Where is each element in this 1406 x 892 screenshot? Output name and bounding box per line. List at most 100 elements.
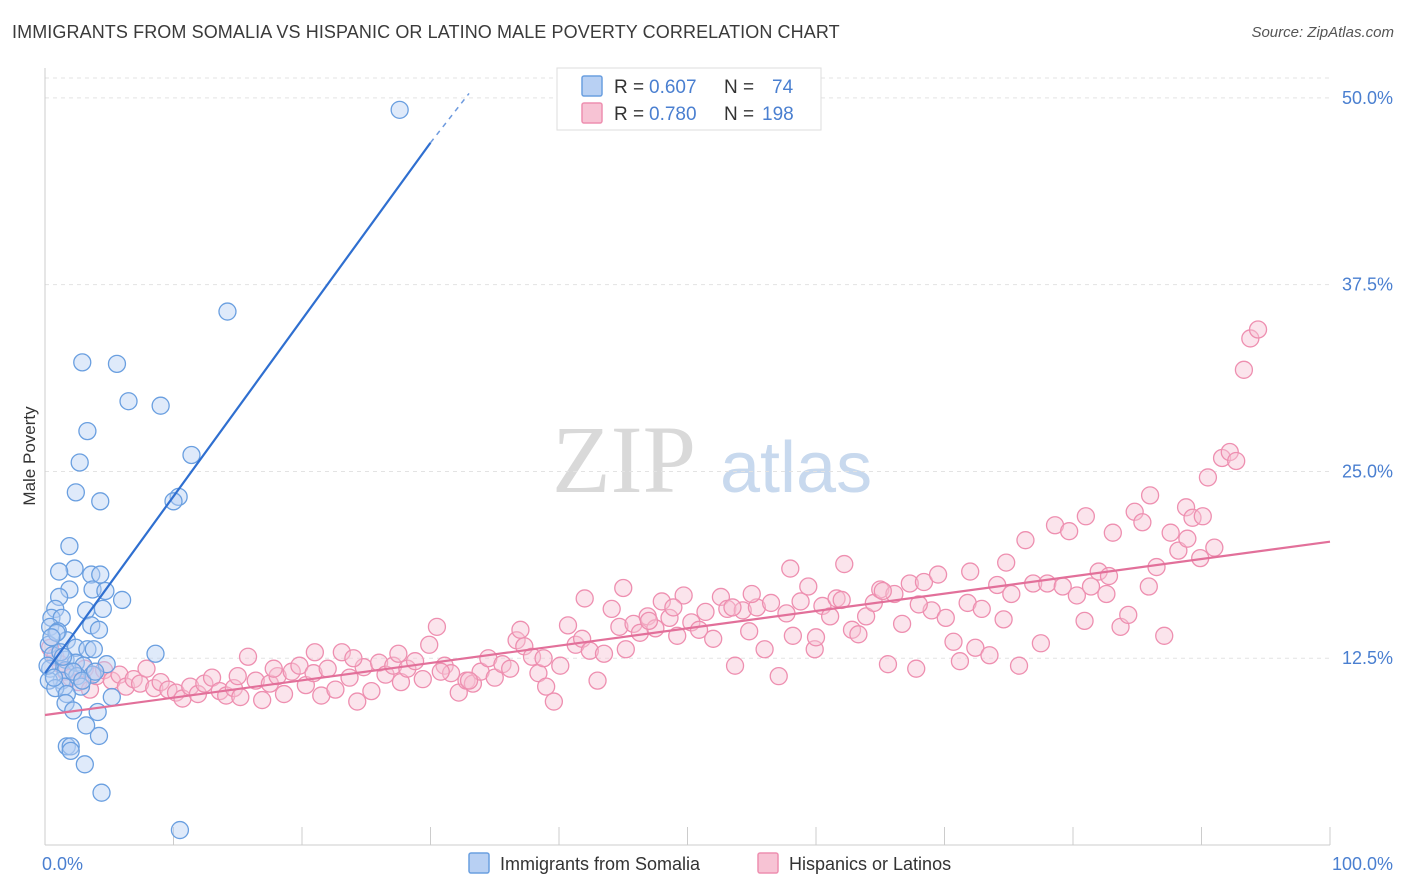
hispanic-point <box>137 659 156 678</box>
hispanic-point <box>420 635 439 654</box>
somalia-point <box>164 492 183 511</box>
y-tick-label: 37.5% <box>1342 275 1393 295</box>
y-tick-label: 50.0% <box>1342 88 1393 108</box>
trend-line-somalia <box>44 142 432 674</box>
hispanic-point <box>972 599 991 619</box>
watermark-zip: ZIP <box>552 406 696 513</box>
hispanic-point <box>534 649 553 668</box>
bottom-legend-swatch-somalia <box>468 852 490 874</box>
hispanic-point <box>511 620 530 639</box>
trend-line-somalia-extension <box>429 92 470 144</box>
somalia-point <box>91 492 110 511</box>
gridlines <box>45 77 1330 659</box>
hispanic-point <box>994 610 1013 629</box>
hispanic-point <box>1140 486 1160 505</box>
axes <box>44 68 1331 846</box>
hispanic-point <box>928 565 948 584</box>
legend-swatch-somalia <box>581 75 603 97</box>
hispanic-point <box>501 659 520 678</box>
somalia-point <box>71 677 91 696</box>
hispanic-point <box>885 584 904 604</box>
hispanic-point <box>639 611 659 631</box>
somalia-point <box>60 537 79 556</box>
somalia-point <box>83 665 102 684</box>
hispanic-point <box>1103 523 1122 542</box>
source-attribution: Source: ZipAtlas.com <box>1251 24 1394 41</box>
hispanic-point <box>264 659 283 678</box>
hispanic-point <box>1227 451 1246 471</box>
hispanic-point <box>602 599 621 619</box>
somalia-point <box>42 628 61 647</box>
hispanic-point <box>755 640 774 659</box>
hispanic-point <box>558 616 578 635</box>
hispanic-point <box>878 655 898 674</box>
x-tick-label-max: 100.0% <box>1332 854 1393 874</box>
series-legend: Immigrants from Somalia Hispanics or Lat… <box>468 852 951 874</box>
legend-r-value-hispanic: 0.780 <box>649 104 697 125</box>
hispanic-point <box>1155 626 1174 645</box>
hispanic-point <box>1075 611 1094 631</box>
hispanic-point <box>674 586 693 605</box>
hispanic-point <box>610 617 629 636</box>
hispanic-point <box>537 677 556 696</box>
somalia-point <box>61 741 80 761</box>
x-tick-labels: 0.0% 100.0% <box>42 854 1393 874</box>
somalia-point <box>91 565 110 584</box>
somalia-point <box>73 671 92 690</box>
hispanic-point <box>704 629 723 648</box>
hispanic-point <box>389 644 408 663</box>
hispanic-point <box>997 553 1016 572</box>
hispanic-point <box>588 671 607 690</box>
legend-r-value-somalia: 0.607 <box>649 77 697 98</box>
hispanic-point <box>783 626 803 645</box>
somalia-point <box>85 662 105 681</box>
hispanic-point <box>1038 574 1057 593</box>
hispanic-point <box>873 581 892 601</box>
somalia-point <box>66 483 85 502</box>
hispanic-point <box>781 559 800 578</box>
hispanic-point <box>1178 529 1197 548</box>
somalia-point <box>46 599 65 619</box>
hispanic-point <box>799 577 818 596</box>
hispanic-point <box>950 652 970 671</box>
legend-n-label-hispanic: N = <box>724 104 754 125</box>
somalia-point <box>146 644 165 663</box>
hispanic-point <box>892 614 912 634</box>
watermark-atlas: atlas <box>720 428 872 508</box>
hispanic-point <box>431 662 450 681</box>
somalia-point <box>93 599 112 619</box>
legend-r-label-somalia: R = <box>614 77 644 98</box>
hispanic-point <box>1076 507 1095 526</box>
hispanic-point <box>551 656 570 675</box>
hispanic-point <box>246 671 265 690</box>
somalia-point <box>218 302 237 321</box>
hispanic-point <box>231 687 250 707</box>
hispanic-point <box>332 643 351 662</box>
hispanic-point <box>909 595 928 614</box>
bottom-legend-swatch-hispanic <box>757 852 779 874</box>
hispanic-point <box>1139 577 1158 596</box>
hispanic-point <box>614 578 633 598</box>
hispanic-point <box>398 659 417 678</box>
hispanic-point <box>835 554 854 574</box>
hispanic-point <box>228 667 247 686</box>
hispanic-point <box>849 625 868 644</box>
somalia-point <box>89 620 109 639</box>
legend-r-label-hispanic: R = <box>614 104 644 125</box>
hispanic-point <box>914 572 934 592</box>
legend-swatch-hispanic <box>581 102 603 124</box>
hispanic-point <box>806 628 826 647</box>
somalia-point <box>65 559 84 578</box>
somalia-point <box>107 354 127 374</box>
hispanic-point <box>944 632 963 651</box>
hispanic-point <box>116 677 136 696</box>
hispanic-point <box>1081 577 1101 596</box>
hispanic-point <box>761 593 781 613</box>
hispanic-point <box>668 626 687 645</box>
hispanic-point <box>696 602 715 622</box>
somalia-point <box>60 580 79 599</box>
hispanic-point <box>1016 531 1035 550</box>
chart-title: IMMIGRANTS FROM SOMALIA VS HISPANIC OR L… <box>12 22 840 42</box>
hispanic-point <box>740 622 759 641</box>
hispanic-point <box>459 671 479 690</box>
